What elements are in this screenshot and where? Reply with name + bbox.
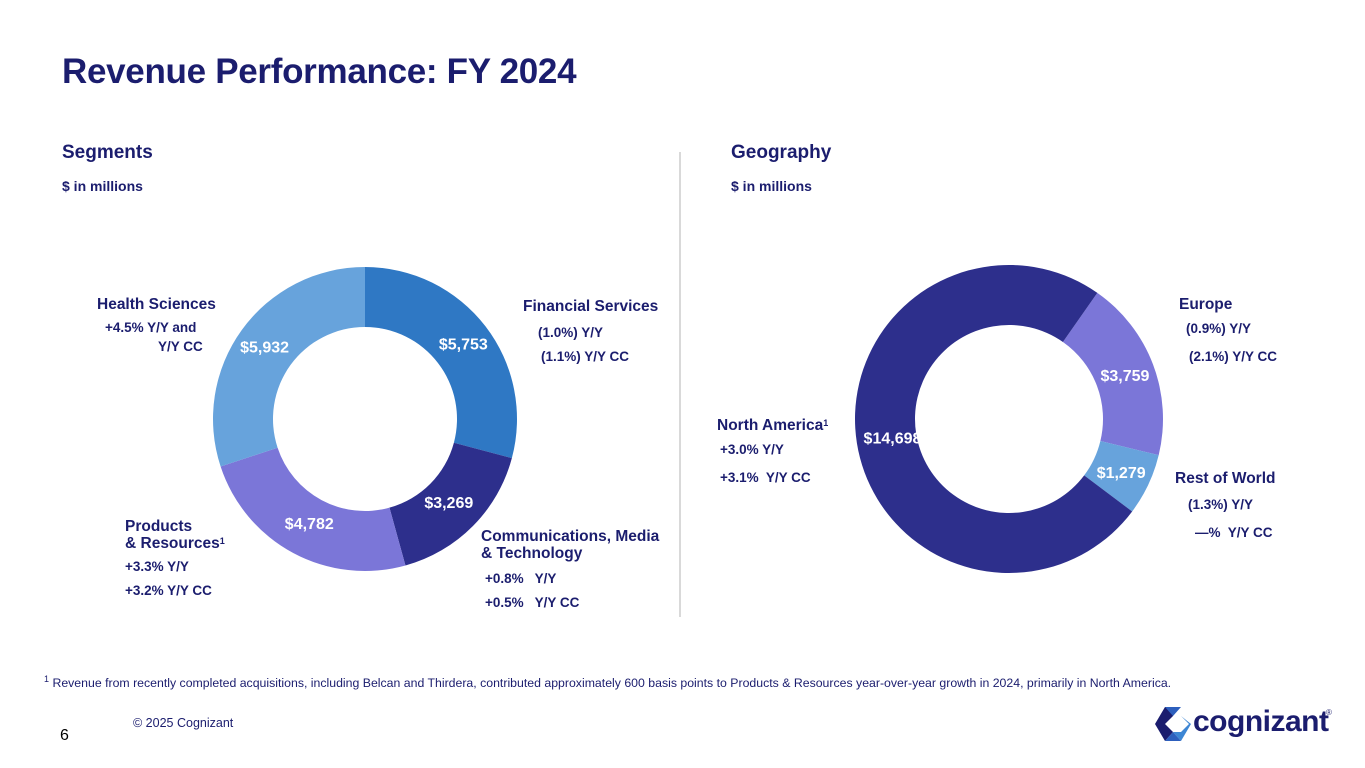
health-sciences-name: Health Sciences	[97, 296, 216, 313]
products-resources-yy: +3.3% Y/Y	[125, 559, 189, 574]
north-america-name: North America	[717, 417, 824, 434]
segments-slice-financial-services	[365, 267, 517, 459]
segments-slice-communications-media-technology	[389, 442, 512, 566]
registered-mark: ®	[1326, 708, 1332, 717]
segments-value-label-products-resources: $4,782	[285, 516, 334, 533]
europe-cc: (2.1%) Y/Y CC	[1189, 349, 1278, 364]
geography-slice-rest-of-world	[1084, 441, 1159, 512]
cmt-name-1: Communications, Media	[481, 528, 660, 545]
health-sciences-yy: +4.5% Y/Y and	[105, 320, 197, 335]
geography-slice-north-america	[855, 265, 1133, 573]
section-divider	[679, 152, 681, 617]
geography-value-label-europe: $3,759	[1101, 368, 1150, 385]
products-resources-name-2: & Resources	[125, 535, 220, 552]
north-america-footnote-marker: 1	[823, 418, 829, 428]
europe-name: Europe	[1179, 296, 1233, 313]
page-title: Revenue Performance: FY 2024	[62, 52, 577, 91]
label-financial-services: Financial Services (1.0%) Y/Y (1.1%) Y/Y…	[523, 298, 658, 365]
rest-of-world-yy: (1.3%) Y/Y	[1188, 497, 1254, 512]
geography-value-label-north-america: $14,698	[864, 431, 922, 448]
page-number: 6	[60, 727, 69, 744]
geography-slice-europe	[1062, 292, 1163, 456]
cognizant-logo-mark-icon	[1155, 707, 1191, 741]
segments-slice-health-sciences	[212, 267, 365, 467]
cognizant-logo: cognizant ®	[1155, 705, 1335, 742]
label-health-sciences: Health Sciences +4.5% Y/Y and Y/Y CC	[97, 296, 216, 355]
north-america-cc: +3.1% Y/Y CC	[720, 470, 811, 485]
geography-heading: Geography	[731, 142, 832, 163]
rest-of-world-cc: —% Y/Y CC	[1195, 525, 1273, 540]
label-rest-of-world: Rest of World (1.3%) Y/Y —% Y/Y CC	[1175, 470, 1275, 541]
products-resources-cc: +3.2% Y/Y CC	[125, 583, 212, 598]
cmt-cc: +0.5% Y/Y CC	[485, 595, 580, 610]
footnote-marker: 1	[44, 674, 50, 684]
geography-donut-chart: $3,759 $1,279 $14,698	[855, 265, 1163, 573]
label-communications-media-technology: Communications, Media & Technology +0.8%…	[481, 528, 659, 611]
segments-donut-chart: $5,753 $3,269 $4,782 $5,932	[212, 267, 517, 571]
label-europe: Europe (0.9%) Y/Y (2.1%) Y/Y CC	[1179, 296, 1277, 365]
health-sciences-cc: Y/Y CC	[158, 339, 203, 354]
footnote: 1 Revenue from recently completed acquis…	[44, 674, 1172, 690]
financial-services-name: Financial Services	[523, 298, 659, 315]
products-resources-name-1: Products	[125, 518, 193, 535]
cmt-name-2: & Technology	[481, 545, 583, 562]
financial-services-yy: (1.0%) Y/Y	[538, 325, 604, 340]
rest-of-world-name: Rest of World	[1175, 470, 1276, 487]
label-north-america: North America1 +3.0% Y/Y +3.1% Y/Y CC	[717, 417, 828, 486]
segments-value-label-financial-services: $5,753	[439, 336, 488, 353]
geography-value-label-rest-of-world: $1,279	[1097, 465, 1146, 482]
north-america-yy: +3.0% Y/Y	[720, 442, 784, 457]
cmt-yy: +0.8% Y/Y	[485, 571, 557, 586]
label-products-resources: Products & Resources1 +3.3% Y/Y +3.2% Y/…	[125, 518, 225, 599]
products-resources-footnote-marker: 1	[219, 536, 225, 546]
footnote-text: Revenue from recently completed acquisit…	[52, 676, 1172, 690]
segments-heading: Segments	[62, 142, 153, 163]
cognizant-wordmark: cognizant	[1193, 705, 1329, 738]
segments-slice-products-resources	[220, 447, 406, 571]
copyright: © 2025 Cognizant	[133, 716, 234, 730]
segments-value-label-communications-media-technology: $3,269	[424, 495, 473, 512]
financial-services-cc: (1.1%) Y/Y CC	[541, 349, 630, 364]
geography-units: $ in millions	[731, 178, 812, 194]
segments-value-label-health-sciences: $5,932	[240, 339, 289, 356]
segments-units: $ in millions	[62, 178, 143, 194]
europe-yy: (0.9%) Y/Y	[1186, 321, 1252, 336]
